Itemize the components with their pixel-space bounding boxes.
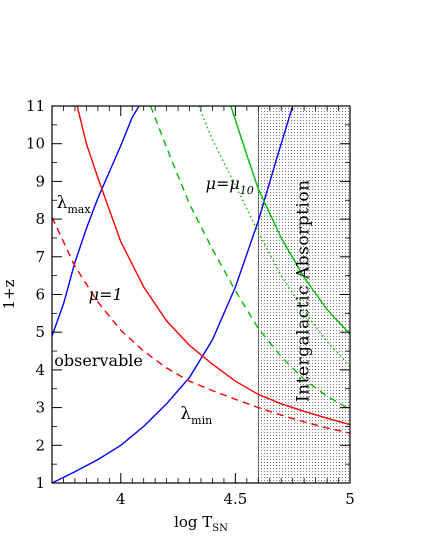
lambda-min-label: λmin (180, 404, 212, 427)
mu-equals-mu10-label: μ=μ10 (206, 174, 254, 197)
series-green-dotted (198, 106, 350, 367)
y-tick-label: 2 (35, 436, 45, 454)
y-tick-label: 7 (35, 248, 45, 266)
lambda-max-label: λmax (57, 193, 92, 216)
x-tick-label: 5 (345, 490, 355, 508)
y-tick-label: 6 (35, 286, 45, 304)
series-layer (52, 106, 350, 483)
y-axis-label: 1+z (0, 279, 18, 309)
mu-equals-1-label: μ=1 (89, 285, 123, 304)
series-lambda-min-blue (52, 106, 294, 483)
y-tick-label: 11 (26, 97, 45, 115)
series-green-dashed (149, 106, 350, 411)
y-tick-label: 4 (35, 361, 45, 379)
tick-marks (52, 105, 351, 484)
series-lambda-max-blue (52, 106, 140, 337)
y-tick-label: 9 (35, 172, 45, 190)
x-axis-label: log TSN (174, 513, 228, 534)
series-lambda-red (76, 106, 350, 426)
tick-labels: 4 4.5 5 1 2 3 4 5 6 7 8 9 10 11 (26, 97, 355, 508)
y-tick-label: 3 (35, 399, 45, 417)
y-tick-label: 8 (35, 210, 45, 228)
observable-label: observable (54, 351, 143, 370)
x-tick-label: 4 (116, 490, 126, 508)
absorption-label: Intergalactic Absorption (294, 179, 314, 402)
series-mu-1-red (52, 216, 350, 434)
series-mu-10-green (230, 106, 350, 335)
x-tick-label: 4.5 (223, 490, 247, 508)
y-tick-label: 5 (35, 323, 45, 341)
y-tick-label: 10 (26, 135, 45, 153)
y-tick-label: 1 (35, 474, 45, 492)
